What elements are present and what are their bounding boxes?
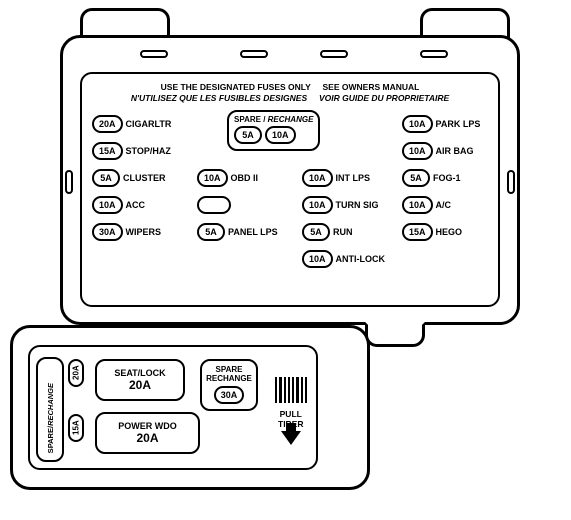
fuse-label: FOG-1: [433, 173, 461, 183]
header-en-2: SEE OWNERS MANUAL: [323, 82, 420, 92]
fuse: 5A: [92, 169, 120, 187]
fuse: 10A: [402, 142, 433, 160]
fuse: 10A: [302, 196, 333, 214]
clip: [420, 50, 448, 58]
fuse-label: ACC: [126, 200, 146, 210]
fuse-label: WIPERS: [126, 227, 162, 237]
fuse-box-diagram: USE THE DESIGNATED FUSES ONLY SEE OWNERS…: [10, 10, 561, 510]
lower-panel: SPARE/RECHANGE 20A 15A SEAT/LOCK 20A POW…: [28, 345, 318, 470]
fuse-label: AIR BAG: [436, 146, 474, 156]
housing-notch: [365, 322, 425, 347]
fuse-label: A/C: [436, 200, 452, 210]
header-fr-2: VOIR GUIDE DU PROPRIETAIRE: [319, 93, 449, 103]
fuse-label: TURN SIG: [336, 200, 379, 210]
fuse-label: OBD II: [231, 173, 259, 183]
spare-30a-box: SPARE RECHANGE 30A: [200, 359, 258, 411]
spare-fuse: 5A: [234, 126, 262, 144]
vert-fuse: 15A: [68, 414, 84, 442]
pull-grille: [275, 377, 307, 403]
fuse: 5A: [197, 223, 225, 241]
spare-box-upper: SPARE / RECHANGE 5A 10A: [227, 110, 320, 151]
fuse-label: PANEL LPS: [228, 227, 278, 237]
fuse: 10A: [92, 196, 123, 214]
side-clip: [65, 170, 73, 194]
spare-title-en: SPARE: [234, 115, 261, 124]
fuse: 10A: [302, 169, 333, 187]
arrow-down-icon: [281, 431, 301, 445]
fuse-label: RUN: [333, 227, 353, 237]
header-en-1: USE THE DESIGNATED FUSES ONLY: [161, 82, 311, 92]
fuse: 30A: [214, 386, 245, 404]
fuse-label: CIGARLTR: [126, 119, 172, 129]
clip: [240, 50, 268, 58]
clip: [140, 50, 168, 58]
seatlock-fuse: SEAT/LOCK 20A: [95, 359, 185, 401]
fuse-grid: SPARE / RECHANGE 5A 10A 20ACIGARLTR 15AS…: [92, 110, 488, 285]
fuse-label: ANTI-LOCK: [336, 254, 386, 264]
fuse: 10A: [302, 250, 333, 268]
vert-fuse: 20A: [68, 359, 84, 387]
clip: [320, 50, 348, 58]
fuse: 30A: [92, 223, 123, 241]
side-clip: [507, 170, 515, 194]
fuse-label: INT LPS: [336, 173, 371, 183]
fuse-label: STOP/HAZ: [126, 146, 171, 156]
housing-ear-left: [80, 8, 170, 38]
fuse: 5A: [402, 169, 430, 187]
fuse: 20A: [92, 115, 123, 133]
fuse: 10A: [197, 169, 228, 187]
header-text: USE THE DESIGNATED FUSES ONLY SEE OWNERS…: [92, 82, 488, 104]
fuse-label-panel: USE THE DESIGNATED FUSES ONLY SEE OWNERS…: [80, 72, 500, 307]
spare-title-fr: RECHANGE: [268, 115, 314, 124]
housing-ear-right: [420, 8, 510, 38]
fuse-empty: [197, 196, 231, 214]
fuse-label: HEGO: [436, 227, 463, 237]
fuse: 15A: [402, 223, 433, 241]
vertical-spare-box: SPARE/RECHANGE: [36, 357, 64, 462]
header-fr-1: N'UTILISEZ QUE LES FUSIBLES DESIGNES: [131, 93, 307, 103]
fuse: 15A: [92, 142, 123, 160]
fuse: 5A: [302, 223, 330, 241]
spare-fuse: 10A: [265, 126, 296, 144]
fuse-label: CLUSTER: [123, 173, 166, 183]
fuse-label: PARK LPS: [436, 119, 481, 129]
fuse: 10A: [402, 196, 433, 214]
fuse: 10A: [402, 115, 433, 133]
powerwdo-fuse: POWER WDO 20A: [95, 412, 200, 454]
pull-label: PULL TIRER: [278, 409, 304, 445]
